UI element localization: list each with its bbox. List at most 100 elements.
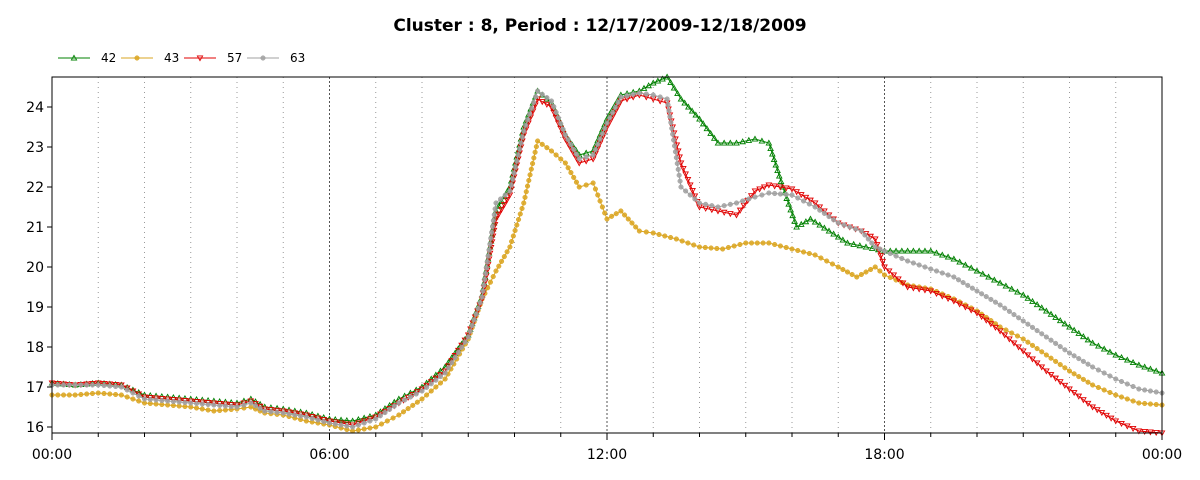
data-point-marker [1095,384,1101,391]
y-tick-label: 21 [26,220,44,236]
data-point-marker [950,255,958,262]
data-point-marker [1053,358,1059,364]
data-point-marker [801,249,807,255]
data-point-marker [916,262,922,268]
data-point-marker [535,88,541,94]
data-point-marker [879,258,887,265]
data-point-marker [867,233,874,240]
data-point-marker [101,390,107,397]
data-point-marker [766,240,772,246]
data-point-marker [538,99,546,106]
data-point-marker [427,375,435,382]
data-point-marker [459,344,465,350]
data-point-marker [656,231,662,238]
data-point-marker [510,233,516,239]
data-point-marker [1033,360,1041,367]
data-point-marker [367,418,373,424]
data-point-marker [495,211,503,218]
data-point-marker [507,244,513,250]
data-point-marker [893,253,899,259]
data-point-marker [405,406,411,412]
data-point-marker [673,236,679,242]
data-point-marker [898,247,906,254]
data-point-marker [1062,365,1068,371]
data-point-marker [657,94,663,100]
data-point-marker [1152,367,1160,374]
data-point-marker [1080,397,1087,404]
data-point-marker [990,276,998,283]
data-point-marker [765,182,773,189]
data-point-marker [1080,358,1086,364]
data-point-marker [1075,329,1083,336]
data-point-marker [777,184,784,191]
data-point-marker [679,165,687,173]
data-point-marker [736,207,744,214]
data-point-marker [350,424,356,430]
data-point-marker [797,220,805,227]
data-point-marker [702,244,708,251]
x-tick-label: 00:00 [1142,447,1182,463]
data-point-marker [673,155,679,161]
data-point-marker [1113,392,1119,398]
y-tick-label: 18 [26,340,44,356]
data-point-marker [841,222,847,228]
data-point-marker [858,271,864,278]
data-point-marker [714,139,722,146]
data-point-marker [668,234,674,241]
data-point-marker [670,131,676,137]
data-point-marker [760,184,768,191]
data-point-marker [613,211,619,217]
data-point-marker [692,196,698,202]
data-point-marker [904,247,911,254]
data-point-marker [260,55,266,61]
data-point-marker [904,284,911,291]
data-point-marker [531,155,537,161]
data-point-marker [751,135,759,142]
data-point-marker [770,155,778,163]
data-point-marker [462,339,468,345]
data-point-marker [449,360,455,366]
data-point-marker [922,264,928,270]
data-point-marker [509,238,515,245]
data-point-marker [785,200,793,207]
data-point-marker [343,416,351,424]
data-point-marker [486,247,492,253]
data-point-marker [850,240,858,247]
data-point-marker [205,407,211,413]
data-point-marker [1142,400,1148,407]
chart-title: Cluster : 8, Period : 12/17/2009-12/18/2… [393,16,806,36]
data-point-marker [432,371,440,378]
data-point-marker [992,324,999,331]
data-point-marker [344,423,350,429]
data-point-marker [997,302,1003,308]
data-point-marker [583,154,589,160]
data-point-marker [865,236,871,242]
data-point-marker [789,246,795,252]
data-point-marker [944,295,952,303]
data-point-marker [667,114,673,120]
data-point-marker [951,274,957,280]
data-point-marker [286,411,292,417]
data-point-marker [1095,367,1101,373]
legend-item-43: 43 [121,51,179,65]
x-tick-label: 00:00 [32,447,72,463]
data-point-marker [720,139,728,146]
data-point-marker [355,422,361,428]
data-point-marker [892,247,900,254]
data-point-marker [824,258,830,264]
data-point-marker [877,253,885,260]
data-point-marker [630,91,636,97]
data-point-marker [262,408,268,414]
data-point-marker [107,383,113,389]
data-point-marker [428,388,434,394]
data-point-marker [615,99,621,105]
legend-label: 57 [227,51,242,65]
data-point-marker [1129,358,1137,366]
data-point-marker [1085,379,1091,385]
data-point-marker [188,400,194,406]
data-point-marker [502,192,508,198]
data-point-marker [504,249,510,255]
data-point-marker [609,213,615,219]
data-point-marker [1090,364,1096,370]
data-point-marker [1130,398,1136,404]
